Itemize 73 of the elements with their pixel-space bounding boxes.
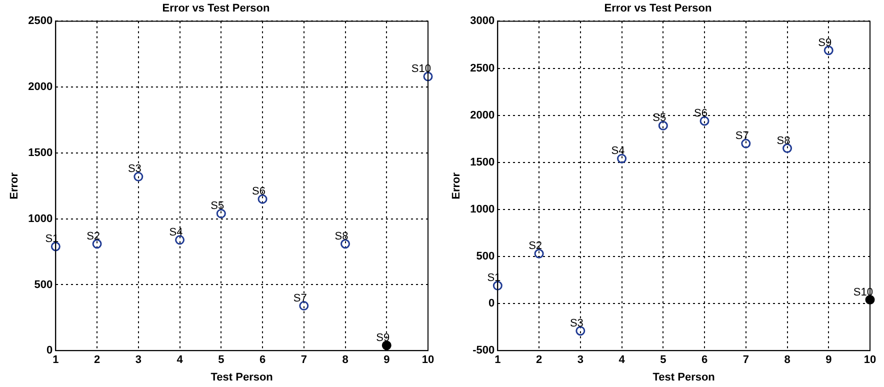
annotation: S7 bbox=[293, 292, 307, 304]
x-tick-label: 9 bbox=[826, 354, 832, 366]
point bbox=[50, 242, 60, 252]
point bbox=[175, 235, 185, 245]
y-tick-label: 0 bbox=[488, 298, 495, 310]
x-tick-label: 3 bbox=[577, 354, 584, 366]
y-tick-label: 1000 bbox=[28, 212, 53, 225]
x-tick-label: 6 bbox=[259, 354, 266, 366]
point bbox=[824, 46, 834, 56]
y-tick-label: 2500 bbox=[28, 15, 53, 28]
point bbox=[617, 154, 627, 164]
point bbox=[299, 301, 309, 311]
annotation: S8 bbox=[776, 134, 790, 147]
y-tick-label: 0 bbox=[46, 344, 53, 357]
point bbox=[576, 326, 586, 336]
x-tick-label: 9 bbox=[384, 354, 390, 366]
y-tick-label: 1500 bbox=[470, 156, 495, 168]
x-tick-label: 2 bbox=[94, 354, 100, 366]
annotation: S4 bbox=[169, 226, 183, 238]
annotation: S3 bbox=[128, 163, 142, 176]
point bbox=[534, 248, 544, 258]
annotation: S5 bbox=[210, 200, 224, 212]
x-axis-title: Test Person bbox=[210, 371, 274, 384]
point bbox=[492, 280, 502, 290]
y-tick-label: 500 bbox=[476, 250, 495, 263]
y-tick-label: 1500 bbox=[28, 146, 53, 159]
point bbox=[258, 194, 268, 204]
x-tick-label: 4 bbox=[176, 354, 184, 366]
x-tick-label: 10 bbox=[864, 354, 876, 366]
y-tick-label: 1000 bbox=[470, 203, 495, 216]
point bbox=[700, 116, 710, 126]
point bbox=[340, 239, 350, 249]
x-tick-label: 5 bbox=[660, 354, 666, 366]
x-tick-label: 5 bbox=[218, 354, 224, 366]
x-tick-label: 6 bbox=[701, 354, 708, 366]
annotation: S8 bbox=[334, 230, 348, 242]
annotation: S2 bbox=[86, 230, 100, 242]
y-tick-label: 2000 bbox=[470, 109, 495, 122]
annotation: S7 bbox=[735, 130, 749, 142]
x-tick-label: 10 bbox=[422, 354, 434, 366]
y-tick-label: 2000 bbox=[28, 81, 53, 94]
annotation: S9 bbox=[376, 332, 390, 344]
point bbox=[134, 172, 144, 182]
x-tick-label: 1 bbox=[52, 354, 59, 366]
y-tick-label: 3000 bbox=[470, 15, 495, 28]
point bbox=[216, 208, 226, 218]
x-tick-label: 3 bbox=[135, 354, 142, 366]
chart-title: Error vs Test Person bbox=[604, 2, 712, 15]
chart-title: Error vs Test Person bbox=[162, 2, 270, 15]
annotation: S2 bbox=[528, 240, 542, 252]
y-tick-label: 500 bbox=[34, 278, 53, 291]
annotation: S3 bbox=[570, 317, 584, 330]
x-tick-label: 7 bbox=[300, 354, 307, 366]
annotation: S6 bbox=[252, 186, 266, 198]
x-tick-label: 7 bbox=[742, 354, 749, 366]
y-axis-title: Error bbox=[450, 172, 463, 200]
annotation: S9 bbox=[818, 36, 832, 49]
point bbox=[382, 340, 392, 350]
x-tick-label: 2 bbox=[536, 354, 542, 366]
x-tick-label: 8 bbox=[342, 354, 348, 366]
point bbox=[658, 120, 668, 130]
point bbox=[741, 138, 751, 148]
x-tick-label: 1 bbox=[494, 354, 501, 366]
y-tick-label: -500 bbox=[472, 344, 495, 357]
y-axis-title: Error bbox=[8, 172, 21, 200]
x-tick-label: 8 bbox=[784, 354, 790, 366]
x-axis-title: Test Person bbox=[652, 371, 716, 384]
point bbox=[92, 239, 102, 249]
point bbox=[782, 144, 792, 154]
point bbox=[423, 72, 433, 82]
y-tick-label: 2500 bbox=[470, 62, 495, 74]
x-tick-label: 4 bbox=[618, 354, 626, 366]
annotation: S5 bbox=[652, 112, 666, 124]
